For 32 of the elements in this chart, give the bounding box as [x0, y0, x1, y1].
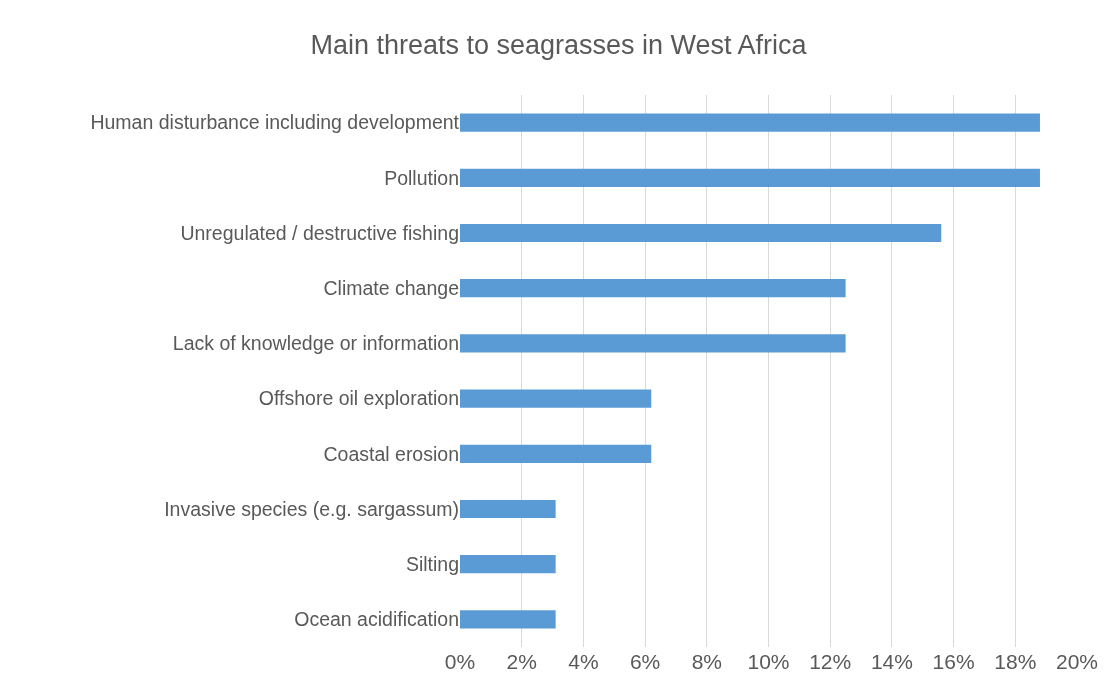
x-tick-label: 20%: [1055, 650, 1099, 673]
bar: [460, 279, 846, 298]
y-tick-label: Unregulated / destructive fishing: [180, 221, 459, 244]
x-tick-label: 14%: [870, 650, 913, 673]
x-tick-label: 12%: [809, 650, 852, 673]
y-tick-label: Ocean acidification: [294, 608, 459, 631]
bar: [460, 555, 556, 574]
x-tick-label: 16%: [932, 650, 975, 673]
x-tick-label: 6%: [629, 650, 661, 673]
bar: [460, 610, 556, 629]
y-tick-label: Climate change: [323, 277, 459, 300]
y-tick-label: Pollution: [384, 166, 459, 189]
bar: [460, 113, 1040, 132]
x-tick-label: 18%: [994, 650, 1037, 673]
chart-title: Main threats to seagrasses in West Africa: [310, 29, 808, 60]
x-tick-label: 2%: [506, 650, 537, 673]
x-tick-label: 8%: [691, 650, 722, 673]
bar: [460, 499, 556, 519]
y-tick-label: Silting: [405, 553, 459, 576]
x-tick-label: 10%: [747, 650, 790, 673]
y-tick-label: Invasive species (e.g. sargassum): [164, 497, 459, 520]
y-tick-label: Lack of knowledge or information: [172, 332, 459, 355]
y-tick-label: Human disturbance including development: [90, 111, 460, 134]
x-tick-label: 4%: [568, 650, 599, 673]
bar: [460, 168, 1040, 187]
bar: [460, 223, 942, 243]
bar: [460, 444, 652, 463]
x-tick-label: 0%: [444, 650, 476, 673]
y-tick-label: Coastal erosion: [323, 442, 459, 465]
bar: [460, 334, 846, 353]
bar: [460, 389, 652, 408]
y-tick-label: Offshore oil exploration: [258, 387, 459, 410]
